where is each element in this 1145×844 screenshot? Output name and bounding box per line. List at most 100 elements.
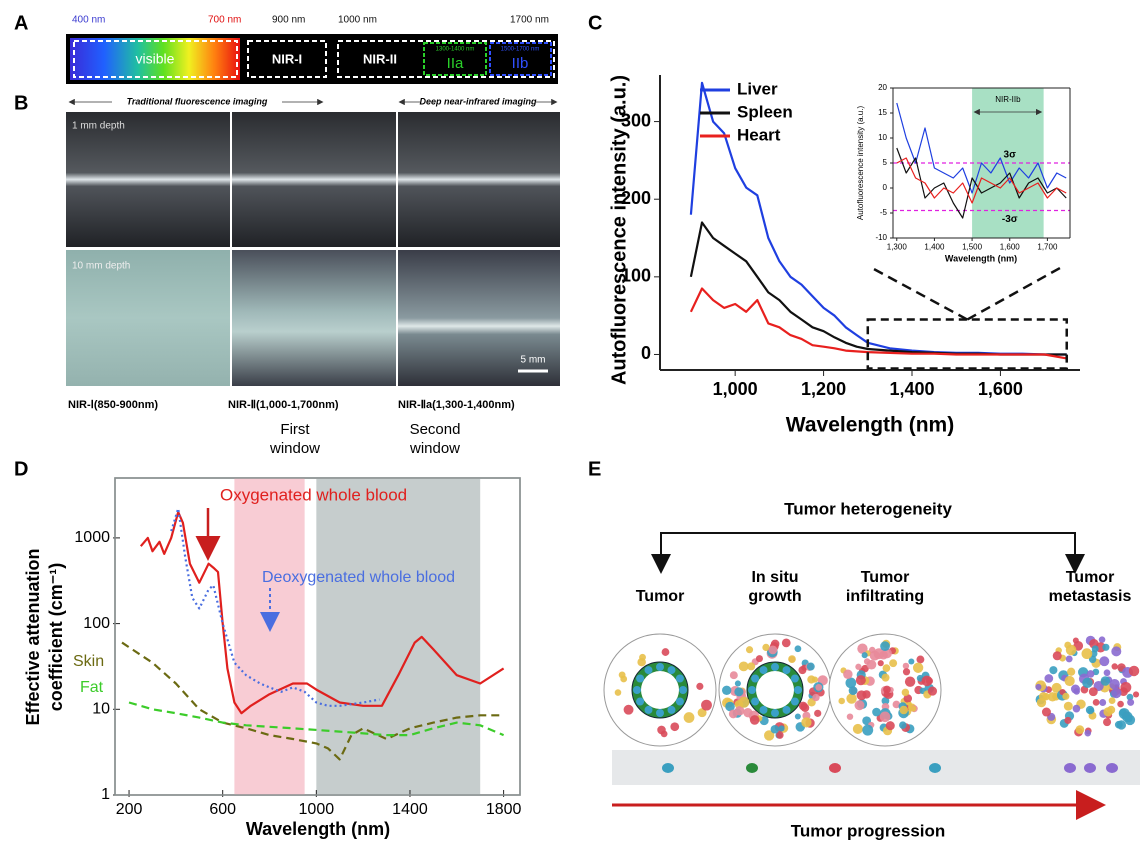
- cell: [1111, 663, 1118, 670]
- cell: [644, 666, 653, 675]
- cell: [882, 664, 891, 672]
- x-tick-label: 1800: [486, 801, 522, 818]
- column-label: NIR-Ⅱ(1,000-1,700nm): [228, 399, 339, 411]
- y-tick-label: 0: [883, 183, 888, 192]
- series-label: Deoxygenated whole blood: [262, 569, 455, 586]
- cell: [877, 660, 884, 667]
- wavelength-label: 700 nm: [208, 15, 241, 26]
- cell: [857, 643, 868, 654]
- wavelength-label: 1700 nm: [510, 15, 549, 26]
- cell: [683, 712, 695, 723]
- cell: [798, 666, 807, 675]
- cell: [764, 730, 775, 741]
- band-label: NIR-II: [363, 51, 397, 66]
- image: [66, 112, 230, 247]
- cell: [1062, 692, 1070, 700]
- threshold-label: -3σ: [1002, 214, 1018, 225]
- y-axis-label: coefficient (cm⁻¹): [46, 563, 66, 712]
- cell: [1072, 704, 1081, 713]
- series-line: [689, 287, 1067, 360]
- x-tick-label: 200: [116, 801, 143, 818]
- stage-label: metastasis: [1049, 588, 1132, 605]
- band-label: NIR-I: [272, 51, 302, 66]
- panel-d: D 1 10 100 1000 200 600 1000 1400 1800 Wavelength…: [14, 458, 522, 838]
- cell: [1064, 716, 1072, 724]
- series-label: Fat: [80, 679, 104, 696]
- cell: [880, 641, 890, 652]
- cell: [662, 763, 674, 773]
- label-bg: [112, 96, 282, 107]
- cell: [1052, 651, 1062, 661]
- cell: [762, 643, 770, 652]
- cell: [1084, 763, 1096, 773]
- series-line: [896, 157, 1067, 204]
- cell: [927, 686, 938, 696]
- y-axis-label: Effective attenuation: [23, 548, 43, 725]
- label-bg: [420, 96, 536, 107]
- stage-label: Tumor: [1066, 569, 1115, 586]
- cell: [902, 668, 911, 676]
- cell: [770, 663, 779, 671]
- zoom-line: [966, 266, 1061, 321]
- x-tick-label: 1,400: [924, 243, 945, 252]
- cell: [1064, 675, 1075, 687]
- cell: [1117, 700, 1124, 708]
- cell: [806, 662, 815, 671]
- cell: [1086, 670, 1095, 678]
- cell: [745, 646, 754, 654]
- cell: [815, 683, 823, 691]
- cell: [829, 763, 841, 773]
- cell: [670, 722, 680, 732]
- x-tick-label: 1400: [392, 801, 428, 818]
- heading: Tumor progression: [791, 821, 946, 840]
- lumen: [641, 671, 679, 709]
- y-axis-label: Autofluorescence intensity (a.u.): [856, 106, 865, 221]
- cell: [1065, 655, 1073, 663]
- zoom-line: [871, 266, 968, 321]
- region-label: NIR-IIb: [995, 95, 1021, 104]
- cell: [734, 680, 741, 687]
- cell: [759, 666, 768, 675]
- cell: [899, 721, 907, 729]
- cell: [1099, 699, 1107, 706]
- cell: [1047, 692, 1058, 702]
- cell: [1064, 763, 1076, 773]
- cell: [1127, 698, 1135, 706]
- cell: [1073, 688, 1080, 695]
- cell: [639, 653, 646, 661]
- image: [66, 250, 230, 386]
- cell: [679, 686, 687, 694]
- band-box: [337, 40, 555, 78]
- band-label: IIb: [512, 55, 529, 72]
- cell: [912, 662, 924, 673]
- image: [398, 250, 560, 386]
- x-tick-label: 1,600: [978, 379, 1023, 399]
- column-label: NIR-Ⅱa(1,300-1,400nm): [398, 399, 515, 411]
- cell: [838, 697, 845, 705]
- plot-frame: [114, 477, 521, 796]
- cell: [872, 707, 881, 717]
- band: [612, 750, 1140, 785]
- x-axis-label: Wavelength (nm): [246, 819, 390, 839]
- cell: [811, 676, 819, 683]
- cell: [1099, 656, 1110, 667]
- window-label: window: [409, 440, 460, 457]
- cell: [1109, 678, 1120, 690]
- series-line: [139, 511, 505, 715]
- lumen: [756, 671, 794, 709]
- cell: [771, 709, 780, 717]
- image: [232, 250, 396, 386]
- cell: [667, 705, 676, 714]
- band-label: visible: [136, 51, 175, 67]
- cell: [759, 705, 768, 714]
- cell: [734, 687, 744, 697]
- cell: [843, 669, 853, 680]
- cell: [861, 664, 869, 673]
- window-label: First: [280, 421, 310, 438]
- header: Traditional fluorescence imaging: [127, 96, 268, 106]
- cell: [1036, 697, 1047, 708]
- zoom-box: [866, 318, 1068, 370]
- x-tick-label: 1000: [299, 801, 335, 818]
- y-tick-label: 10: [878, 133, 887, 142]
